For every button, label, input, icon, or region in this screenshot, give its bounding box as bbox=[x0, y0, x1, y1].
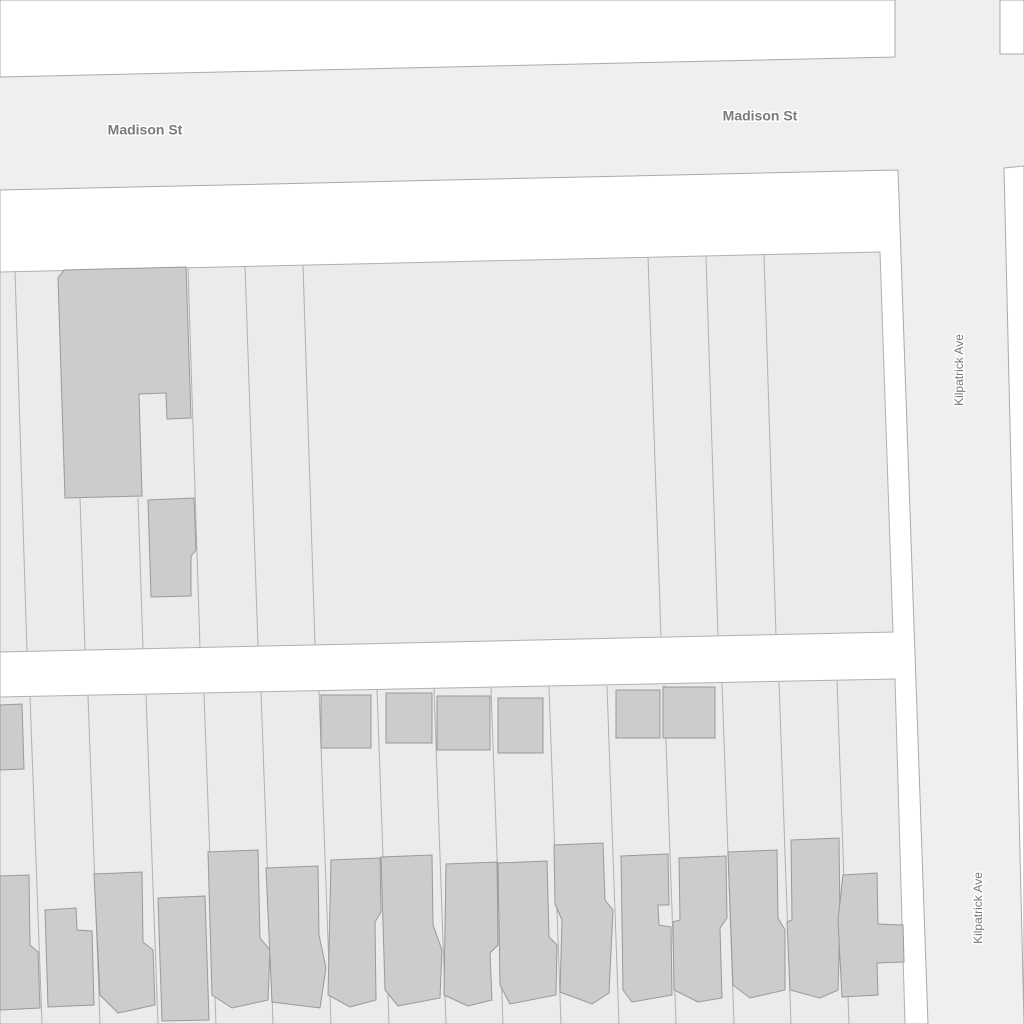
street-label: Madison St bbox=[108, 122, 183, 138]
lots-upper bbox=[0, 251, 894, 653]
street-label: Kilpatrick Ave bbox=[952, 334, 966, 406]
buildings-lower bbox=[0, 686, 905, 1022]
buildings-upper bbox=[57, 266, 197, 598]
street-label: Kilpatrick Ave bbox=[971, 872, 985, 944]
street-label: Madison St bbox=[723, 108, 798, 124]
